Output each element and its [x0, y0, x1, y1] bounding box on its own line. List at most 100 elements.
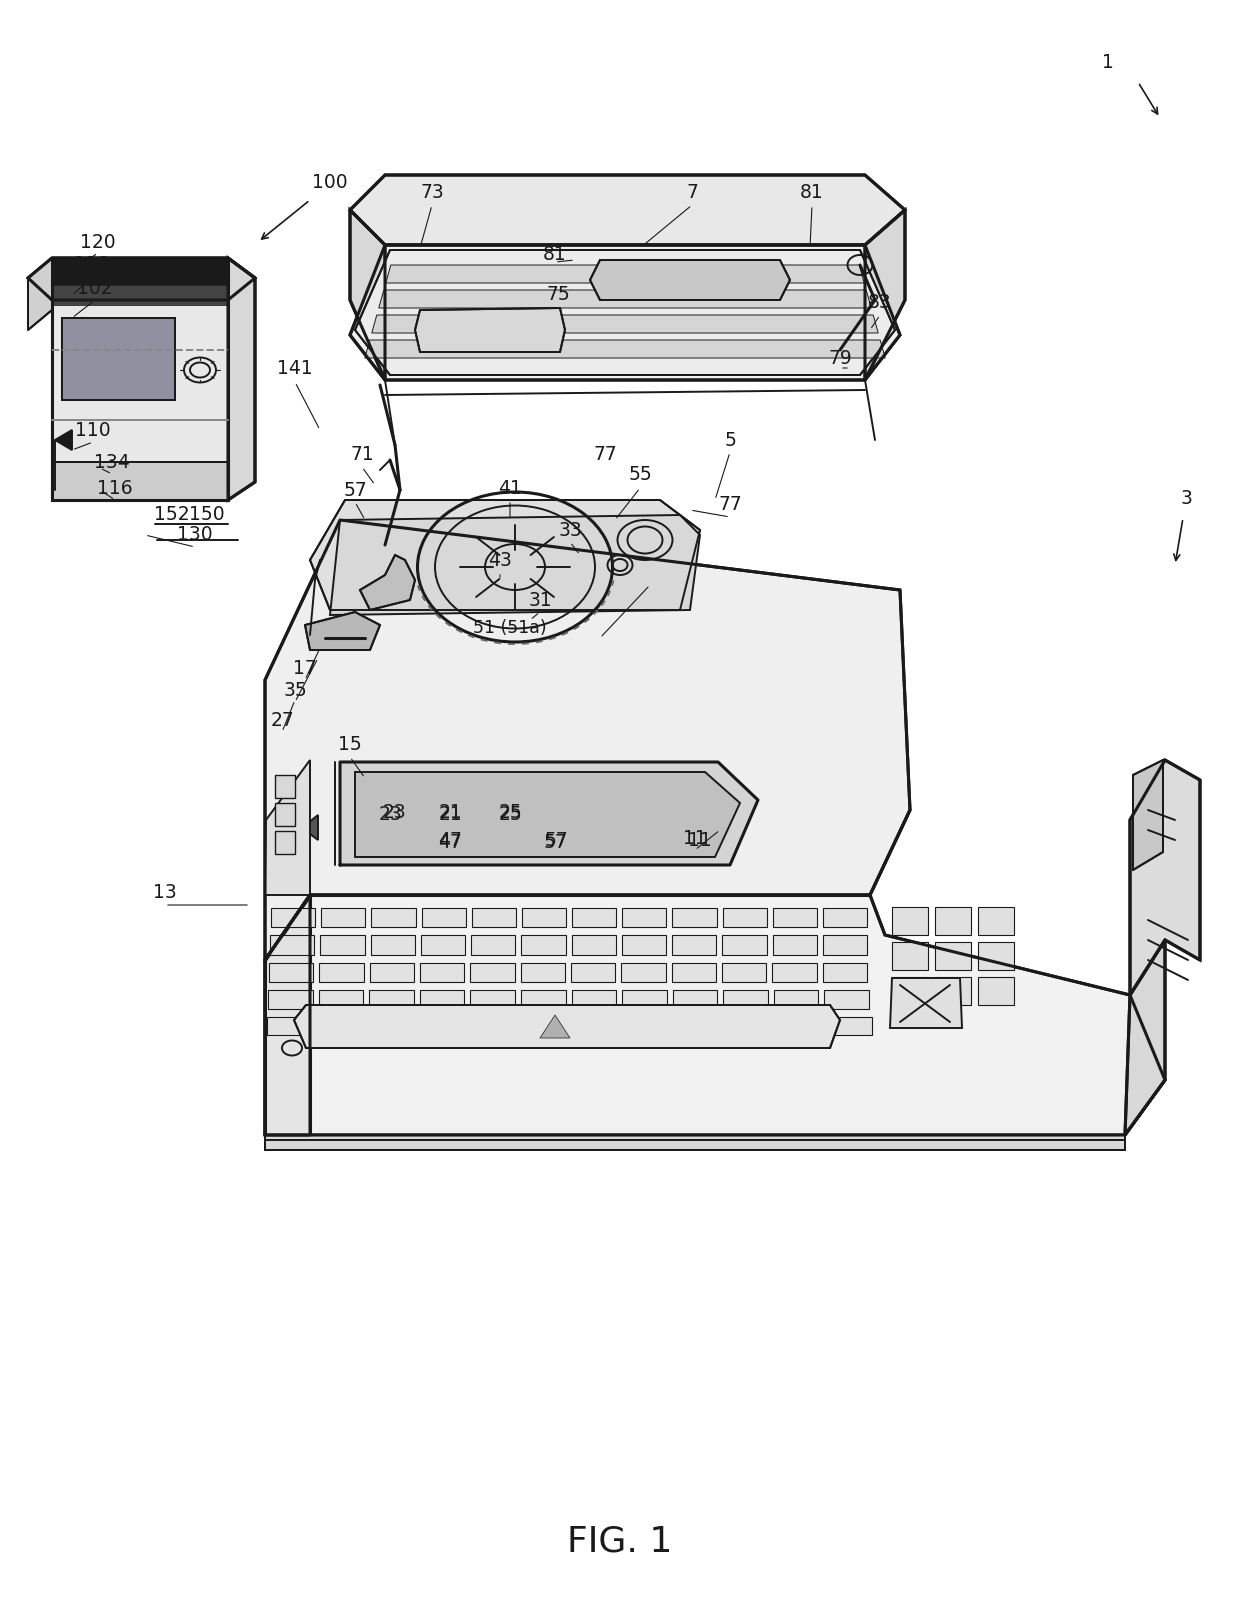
Text: 43: 43: [489, 551, 512, 569]
Text: 17: 17: [293, 658, 317, 678]
Polygon shape: [1133, 759, 1163, 870]
Text: 1: 1: [1102, 53, 1114, 72]
Polygon shape: [672, 990, 717, 1009]
Text: 57: 57: [343, 481, 367, 500]
Polygon shape: [267, 1017, 316, 1035]
Text: 57: 57: [544, 830, 568, 849]
Polygon shape: [29, 258, 255, 300]
Text: 47: 47: [438, 830, 463, 849]
Text: 141: 141: [277, 359, 312, 378]
Polygon shape: [52, 461, 228, 500]
Polygon shape: [365, 340, 885, 357]
Text: 110: 110: [76, 420, 110, 439]
Polygon shape: [572, 908, 616, 928]
Polygon shape: [521, 936, 565, 955]
Polygon shape: [572, 990, 616, 1009]
Polygon shape: [319, 990, 363, 1009]
Text: 71: 71: [350, 445, 374, 465]
Polygon shape: [978, 907, 1014, 936]
Polygon shape: [712, 1017, 761, 1035]
Text: 3: 3: [1180, 489, 1192, 508]
Polygon shape: [470, 990, 515, 1009]
Polygon shape: [622, 990, 667, 1009]
Polygon shape: [773, 908, 817, 928]
Polygon shape: [470, 963, 515, 982]
Polygon shape: [672, 963, 715, 982]
Polygon shape: [890, 977, 962, 1028]
Polygon shape: [371, 908, 415, 928]
Polygon shape: [303, 815, 317, 839]
Polygon shape: [372, 316, 878, 333]
Polygon shape: [320, 963, 363, 982]
Polygon shape: [773, 963, 817, 982]
Text: 120: 120: [81, 232, 115, 252]
Text: 77: 77: [718, 495, 742, 514]
Text: 11: 11: [683, 828, 707, 847]
Polygon shape: [572, 936, 616, 955]
Polygon shape: [29, 258, 52, 330]
Polygon shape: [490, 1017, 538, 1035]
Polygon shape: [378, 1017, 428, 1035]
Text: 23: 23: [383, 803, 407, 822]
Text: 47: 47: [438, 833, 463, 852]
Text: 152: 152: [154, 506, 190, 524]
Text: 79: 79: [828, 349, 852, 367]
Polygon shape: [935, 942, 971, 969]
Polygon shape: [672, 908, 717, 928]
Polygon shape: [420, 990, 464, 1009]
Polygon shape: [1130, 759, 1200, 995]
Text: 130: 130: [177, 525, 213, 545]
Text: 81: 81: [543, 245, 567, 264]
Text: 75: 75: [546, 285, 570, 304]
Polygon shape: [228, 258, 255, 500]
Polygon shape: [892, 977, 928, 1004]
Text: 100: 100: [312, 173, 347, 192]
Polygon shape: [270, 936, 314, 955]
Text: 15: 15: [339, 735, 362, 755]
Text: 150: 150: [190, 506, 224, 524]
Polygon shape: [355, 772, 740, 857]
Polygon shape: [935, 907, 971, 936]
Polygon shape: [892, 942, 928, 969]
Polygon shape: [672, 936, 717, 955]
Polygon shape: [371, 936, 414, 955]
Polygon shape: [52, 258, 228, 285]
Polygon shape: [722, 936, 766, 955]
Text: 11: 11: [688, 830, 712, 849]
Polygon shape: [521, 963, 565, 982]
Text: 7: 7: [686, 183, 698, 202]
Polygon shape: [269, 963, 314, 982]
Polygon shape: [386, 264, 864, 284]
Polygon shape: [320, 936, 365, 955]
Text: 77: 77: [593, 445, 616, 465]
Polygon shape: [434, 1017, 484, 1035]
Polygon shape: [774, 990, 818, 1009]
Polygon shape: [275, 831, 295, 854]
Polygon shape: [935, 977, 971, 1004]
Polygon shape: [420, 963, 464, 982]
Text: 33: 33: [558, 521, 582, 540]
Polygon shape: [656, 1017, 706, 1035]
Polygon shape: [265, 759, 310, 896]
Polygon shape: [265, 896, 310, 1134]
Polygon shape: [370, 963, 414, 982]
Polygon shape: [723, 908, 766, 928]
Polygon shape: [265, 1134, 1125, 1150]
Polygon shape: [822, 1017, 872, 1035]
Text: 102: 102: [77, 279, 113, 298]
Polygon shape: [370, 990, 414, 1009]
Polygon shape: [350, 245, 900, 380]
Text: 73: 73: [420, 183, 444, 202]
Polygon shape: [471, 936, 516, 955]
Polygon shape: [522, 908, 565, 928]
Text: 55: 55: [629, 466, 652, 484]
Polygon shape: [272, 908, 315, 928]
Polygon shape: [62, 319, 175, 400]
Text: 57: 57: [543, 833, 567, 852]
Text: 51 (51a): 51 (51a): [474, 618, 547, 638]
Text: 134: 134: [94, 452, 130, 471]
Polygon shape: [590, 260, 790, 300]
Polygon shape: [621, 963, 666, 982]
Polygon shape: [621, 936, 666, 955]
Polygon shape: [825, 990, 869, 1009]
